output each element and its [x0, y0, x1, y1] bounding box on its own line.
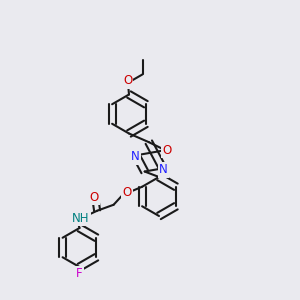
- Text: NH: NH: [72, 212, 89, 225]
- Text: F: F: [76, 267, 83, 280]
- Text: O: O: [162, 144, 171, 157]
- Text: N: N: [131, 150, 140, 163]
- Text: N: N: [159, 163, 168, 176]
- Text: O: O: [122, 186, 132, 199]
- Text: O: O: [123, 74, 132, 88]
- Text: O: O: [89, 191, 99, 204]
